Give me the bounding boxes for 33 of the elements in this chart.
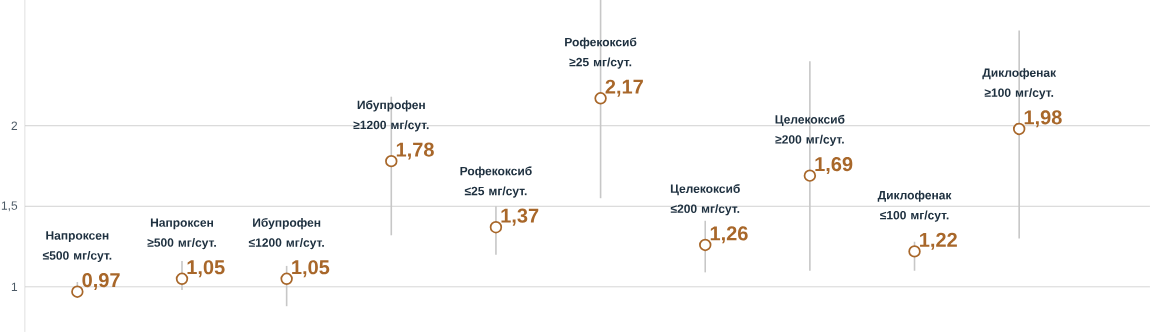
point bbox=[175, 272, 189, 286]
x-tick-label: Целекоксиб ≥200 мг/сут. bbox=[775, 114, 845, 147]
y-tick-label: 1 bbox=[11, 282, 18, 291]
x-tick-label: Диклофенак ≤100 мг/сут. bbox=[877, 190, 952, 222]
x-tick-label: Ибупрофен ≤1200 мг/сут. bbox=[248, 217, 324, 250]
x-tick-label: Рофекоксиб ≥25 мг/сут. bbox=[565, 37, 637, 69]
y-tick-label: 2 bbox=[11, 121, 18, 130]
point bbox=[699, 238, 712, 252]
point bbox=[385, 154, 398, 168]
point bbox=[594, 92, 607, 105]
data-label: 1,78 bbox=[396, 142, 434, 160]
point bbox=[908, 245, 921, 258]
data-label: 1,69 bbox=[815, 157, 853, 175]
data-label: 1,98 bbox=[1024, 110, 1062, 128]
data-label: 1,22 bbox=[920, 232, 957, 250]
x-tick-label: Ибупрофен ≥1200 мг/сут. bbox=[353, 100, 429, 132]
point bbox=[1012, 122, 1026, 136]
x-tick-label: Напроксен ≤500 мг/сут. bbox=[42, 231, 112, 263]
point bbox=[803, 169, 817, 182]
x-tick-label: Напроксен ≥500 мг/сут. bbox=[147, 218, 216, 250]
point bbox=[489, 221, 503, 234]
y-tick-label: 1,5 bbox=[1, 201, 18, 212]
point bbox=[280, 272, 293, 286]
point bbox=[71, 285, 84, 298]
data-label: 2,17 bbox=[605, 79, 643, 97]
data-label: 1,05 bbox=[187, 260, 225, 278]
data-label: 1,05 bbox=[292, 260, 330, 278]
data-label: 0,97 bbox=[82, 273, 120, 291]
x-tick-label: Диклофенак ≥100 мг/сут. bbox=[982, 68, 1057, 100]
data-label: 1,26 bbox=[710, 226, 748, 244]
x-tick-label: Целекоксиб ≤200 мг/сут. bbox=[670, 184, 740, 216]
x-tick-label: Рофекоксиб ≤25 мг/сут. bbox=[460, 166, 532, 198]
data-label: 1,37 bbox=[501, 208, 539, 226]
